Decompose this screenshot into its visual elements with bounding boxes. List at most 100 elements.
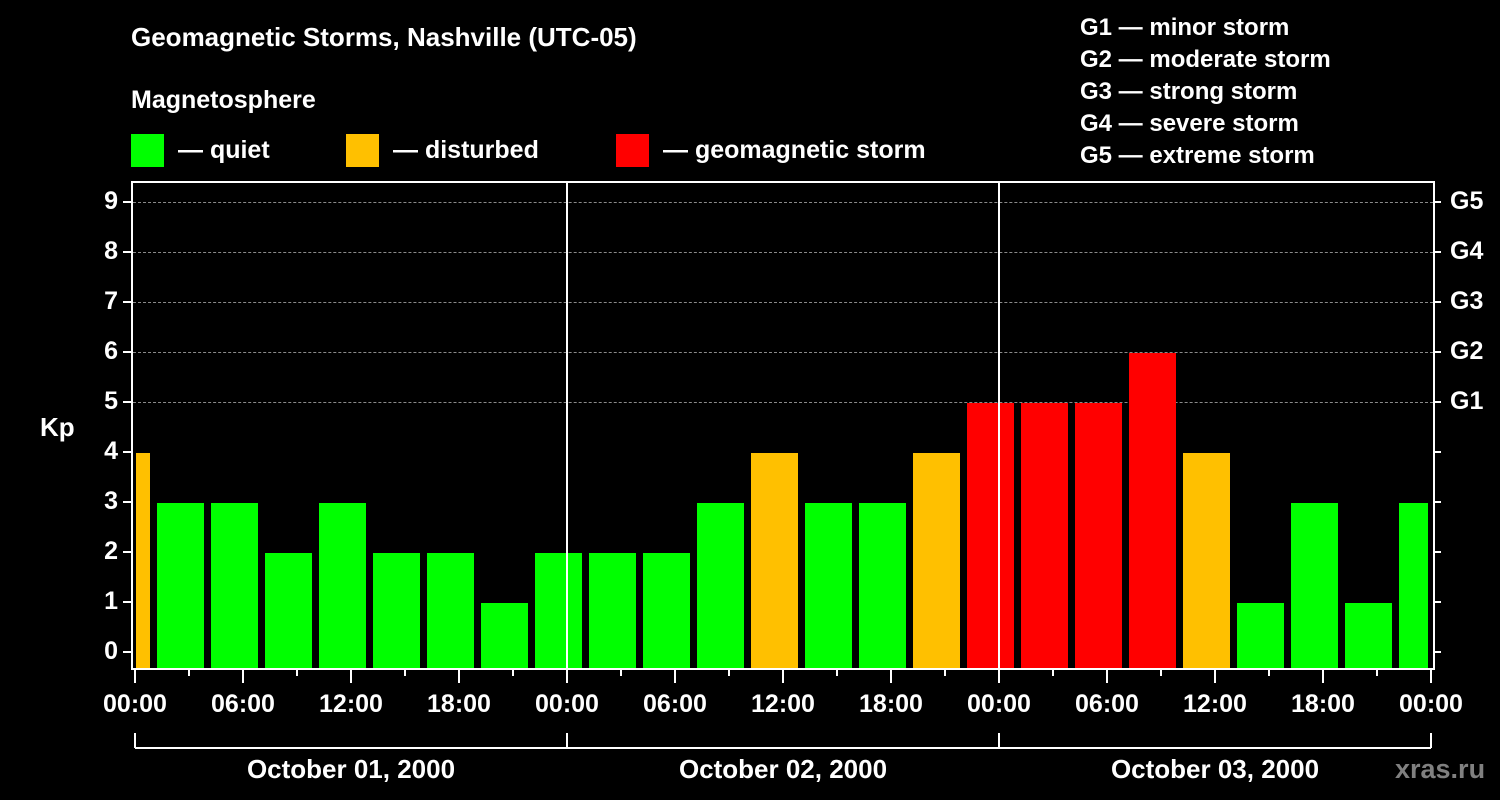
y-tick-label: 4 [104,437,118,465]
x-tick-label: 06:00 [643,690,707,718]
x-tick [998,668,1000,683]
kp-bar [859,503,906,668]
y-tick [123,601,131,603]
gridline [133,202,1433,203]
kp-bar [427,553,474,668]
kp-bar [211,503,258,668]
kp-bar [319,503,366,668]
g-scale-label: G1 [1450,387,1484,415]
kp-bar [805,503,852,668]
x-tick-label: 18:00 [427,690,491,718]
y-tick-label: 2 [104,537,118,565]
x-tick [1268,668,1270,676]
y-tick-label: 6 [104,337,118,365]
kp-bar [1075,403,1122,668]
legend-storm: — geomagnetic storm [616,134,926,167]
disturbed-swatch-icon [346,134,379,167]
kp-bar [1129,353,1176,668]
x-tick [1322,668,1324,683]
kp-bar [1399,503,1428,668]
chart-title: Geomagnetic Storms, Nashville (UTC-05) [131,22,637,52]
kp-bar [1237,603,1284,668]
x-tick [350,668,352,683]
x-tick [404,668,406,676]
x-tick-label: 00:00 [967,690,1031,718]
y-tick [123,301,131,303]
kp-bar [1183,453,1230,668]
y2-tick [1433,651,1441,653]
x-tick [512,668,514,676]
date-label: October 03, 2000 [1110,754,1320,784]
kp-bar [913,453,960,668]
storm-scale-g1: G1 — minor storm [1080,14,1290,41]
g-scale-label: G4 [1450,237,1484,265]
storm-scale-g3: G3 — strong storm [1080,78,1298,105]
g-scale-label: G3 [1450,287,1484,315]
y-axis-label: Kp [40,412,75,442]
y-tick-label: 8 [104,237,118,265]
y-tick [123,551,131,553]
y2-tick [1433,401,1441,403]
watermark: xras.ru [1395,754,1486,784]
kp-bar [697,503,744,668]
y-tick-label: 3 [104,487,118,515]
gridline [133,402,1433,403]
x-tick-label: 18:00 [859,690,923,718]
legend-label: — disturbed [393,136,539,164]
x-tick [242,668,244,683]
y-tick-label: 0 [104,637,118,665]
legend-label: — geomagnetic storm [663,136,926,164]
kp-bar [136,453,150,668]
x-tick [1160,668,1162,676]
storm-scale-legend: G1 — minor storm G2 — moderate storm G3 … [1080,12,1331,172]
kp-bar [1021,403,1068,668]
storm-scale-g4: G4 — severe storm [1080,110,1299,137]
legend-disturbed: — disturbed [346,134,539,167]
y2-tick [1433,551,1441,553]
kp-bar [535,553,582,668]
y2-tick [1433,251,1441,253]
x-tick [944,668,946,676]
date-label: October 01, 2000 [246,754,456,784]
x-tick [296,668,298,676]
x-tick [1106,668,1108,683]
x-tick [1376,668,1378,676]
x-tick-label: 06:00 [211,690,275,718]
x-tick [620,668,622,676]
storm-swatch-icon [616,134,649,167]
kp-bar [481,603,528,668]
date-bracket-tick [998,733,1000,748]
quiet-swatch-icon [131,134,164,167]
kp-bar [643,553,690,668]
x-tick [890,668,892,683]
storm-scale-g5: G5 — extreme storm [1080,142,1315,169]
x-tick-label: 06:00 [1075,690,1139,718]
x-tick-label: 12:00 [1183,690,1247,718]
date-bracket-tick [134,733,136,748]
x-tick [134,668,136,683]
x-tick [188,668,190,676]
y-tick-label: 5 [104,387,118,415]
x-tick [728,668,730,676]
kp-bar [157,503,204,668]
day-separator [998,183,1000,668]
gridline [133,352,1433,353]
y2-tick [1433,601,1441,603]
y-tick [123,351,131,353]
y2-tick [1433,501,1441,503]
x-tick [566,668,568,683]
kp-bar [751,453,798,668]
x-tick [836,668,838,676]
y-tick-label: 7 [104,287,118,315]
kp-bar [1291,503,1338,668]
y-tick [123,251,131,253]
x-tick-label: 18:00 [1291,690,1355,718]
y-tick [123,651,131,653]
kp-bar [967,403,1014,668]
y-tick [123,451,131,453]
x-tick-label: 00:00 [103,690,167,718]
x-tick-label: 00:00 [1399,690,1463,718]
y-tick-label: 1 [104,587,118,615]
y2-tick [1433,451,1441,453]
y2-tick [1433,301,1441,303]
